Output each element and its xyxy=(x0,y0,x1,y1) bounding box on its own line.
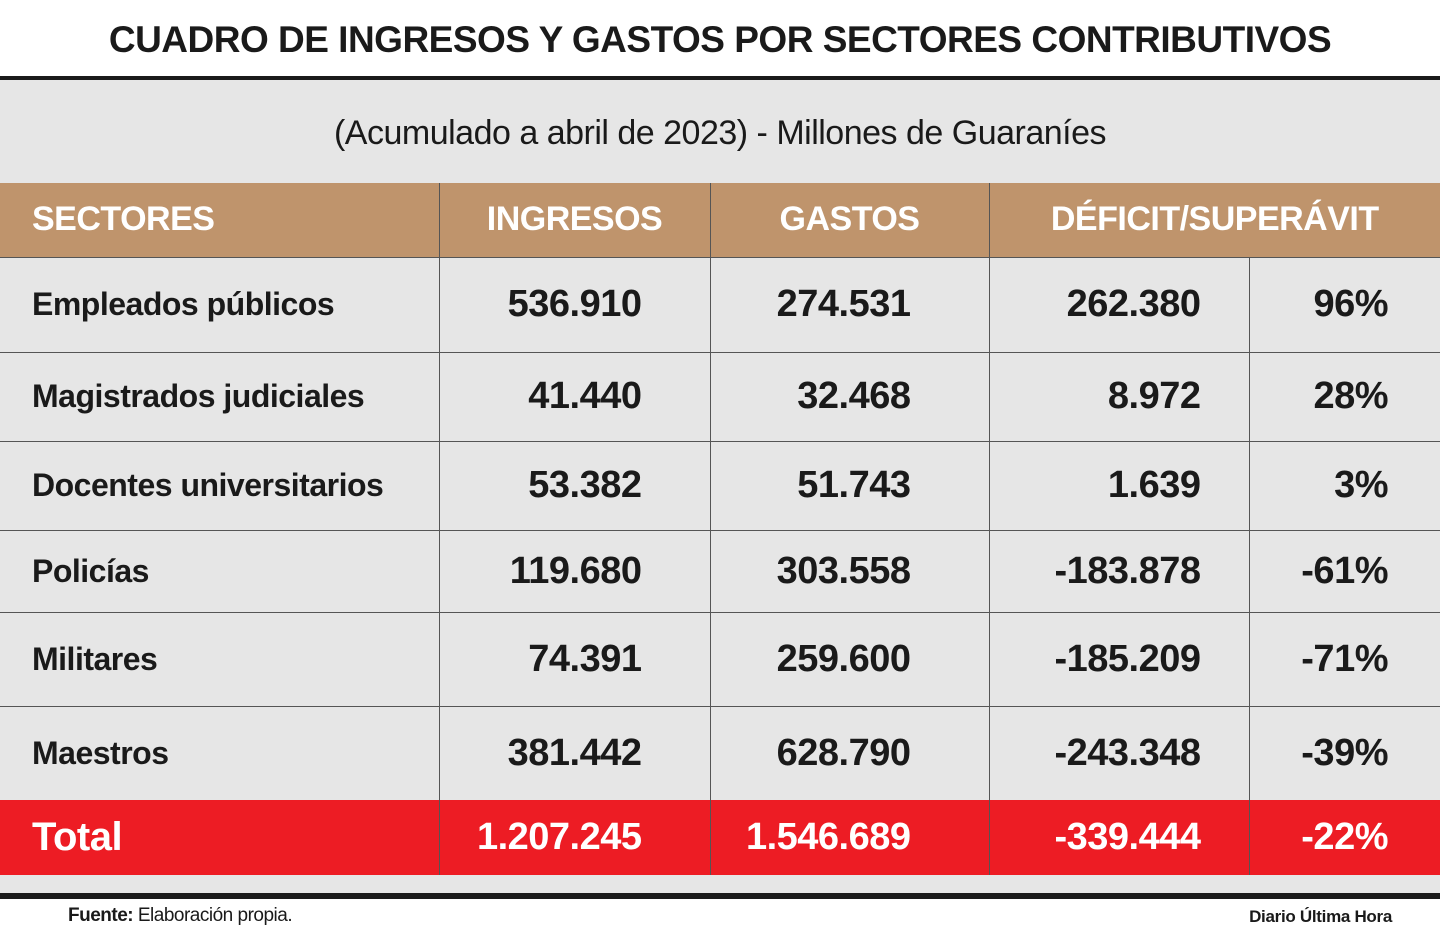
cell-sector: Militares xyxy=(0,611,439,706)
source-label: Fuente: xyxy=(68,905,134,926)
data-table: SECTORES INGRESOS GASTOS DÉFICIT/SUPERÁV… xyxy=(0,183,1440,875)
cell-gastos: 259.600 xyxy=(709,611,989,706)
brand-credit: Diario Última Hora xyxy=(1249,907,1392,926)
cell-gastos: 628.790 xyxy=(709,705,989,800)
col-header-ingresos: INGRESOS xyxy=(438,183,710,257)
cell-deficit: 262.380 xyxy=(988,256,1249,352)
table-row: Militares 74.391 259.600 -185.209 -71% xyxy=(0,611,1440,706)
cell-ingresos: 53.382 xyxy=(438,440,710,530)
cell-sector: Empleados públicos xyxy=(0,256,439,352)
header-row: SECTORES INGRESOS GASTOS DÉFICIT/SUPERÁV… xyxy=(0,183,1440,257)
cell-percent: 96% xyxy=(1248,256,1440,352)
cell-gastos: 51.743 xyxy=(709,440,989,530)
cell-sector: Docentes universitarios xyxy=(0,440,439,530)
col-header-gastos: GASTOS xyxy=(709,183,989,257)
divider xyxy=(0,875,1440,893)
cell-ingresos: 119.680 xyxy=(438,529,710,612)
cell-gastos: 32.468 xyxy=(709,351,989,441)
table-row: Empleados públicos 536.910 274.531 262.380 9… xyxy=(0,256,1440,352)
cell-sector: Magistrados judiciales xyxy=(0,351,439,441)
cell-ingresos: 41.440 xyxy=(438,351,710,441)
table-row: Docentes universitarios 53.382 51.743 1.639… xyxy=(0,440,1440,530)
cell-ingresos: 74.391 xyxy=(438,611,710,706)
cell-percent: 3% xyxy=(1248,440,1440,530)
total-row: Total 1.207.245 1.546.689 -339.444 -22% xyxy=(0,800,1440,875)
table-row: Maestros 381.442 628.790 -243.348 -39% xyxy=(0,705,1440,800)
cell-percent: -22% xyxy=(1248,800,1440,875)
cell-sector: Maestros xyxy=(0,705,439,800)
cell-deficit: -185.209 xyxy=(988,611,1249,706)
cell-deficit: -243.348 xyxy=(988,705,1249,800)
subtitle: (Acumulado a abril de 2023) - Millones d… xyxy=(0,80,1440,183)
page-title: CUADRO DE INGRESOS Y GASTOS POR SECTORES… xyxy=(108,19,1332,60)
cell-deficit: 1.639 xyxy=(988,440,1249,530)
col-header-sectores: SECTORES xyxy=(0,183,439,257)
cell-ingresos: 381.442 xyxy=(438,705,710,800)
cell-deficit: -183.878 xyxy=(988,529,1249,612)
source-text: Elaboración propia. xyxy=(133,905,293,926)
cell-percent: -61% xyxy=(1248,529,1440,612)
divider xyxy=(0,893,1440,899)
cell-percent: 28% xyxy=(1248,351,1440,441)
cell-sector: Policías xyxy=(0,529,439,612)
cell-deficit: 8.972 xyxy=(988,351,1249,441)
cell-gastos: 303.558 xyxy=(709,529,989,612)
divider xyxy=(0,76,1440,80)
table-row: Magistrados judiciales 41.440 32.468 8.972 2… xyxy=(0,351,1440,441)
cell-sector: Total xyxy=(0,800,439,875)
col-header-deficit: DÉFICIT/SUPERÁVIT xyxy=(988,183,1440,257)
cell-ingresos: 1.207.245 xyxy=(438,800,710,875)
cell-gastos: 274.531 xyxy=(709,256,989,352)
cell-percent: -39% xyxy=(1248,705,1440,800)
cell-ingresos: 536.910 xyxy=(438,256,710,352)
cell-deficit: -339.444 xyxy=(988,800,1249,875)
cell-percent: -71% xyxy=(1248,611,1440,706)
table-row: Policías 119.680 303.558 -183.878 -61% xyxy=(0,529,1440,612)
cell-gastos: 1.546.689 xyxy=(709,800,989,875)
source-note: Fuente: Elaboración propia. xyxy=(68,900,293,932)
